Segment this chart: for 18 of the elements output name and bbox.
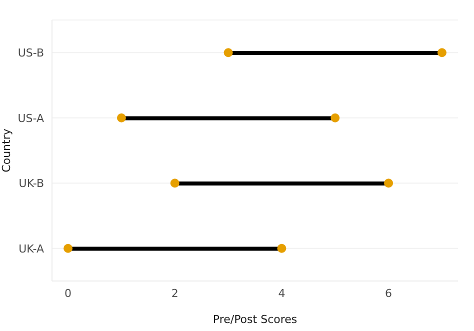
x-axis-title: Pre/Post Scores: [212, 313, 298, 326]
point: [116, 113, 126, 122]
y-axis-title: Country: [0, 128, 13, 172]
point: [330, 113, 340, 122]
point: [437, 48, 446, 58]
x-tick-label: 6: [385, 286, 392, 300]
y-tick-label: UK-B: [18, 177, 44, 190]
y-tick-label: UK-A: [18, 242, 44, 256]
point: [277, 244, 286, 253]
x-tick-label: 0: [64, 286, 72, 300]
x-tick-label: 2: [171, 286, 178, 300]
point: [384, 178, 394, 188]
point: [224, 48, 233, 58]
y-tick-label: US-A: [18, 112, 44, 125]
point: [170, 178, 180, 188]
point: [64, 244, 73, 253]
y-tick-label: US-B: [18, 46, 44, 60]
x-tick-label: 4: [278, 286, 286, 300]
